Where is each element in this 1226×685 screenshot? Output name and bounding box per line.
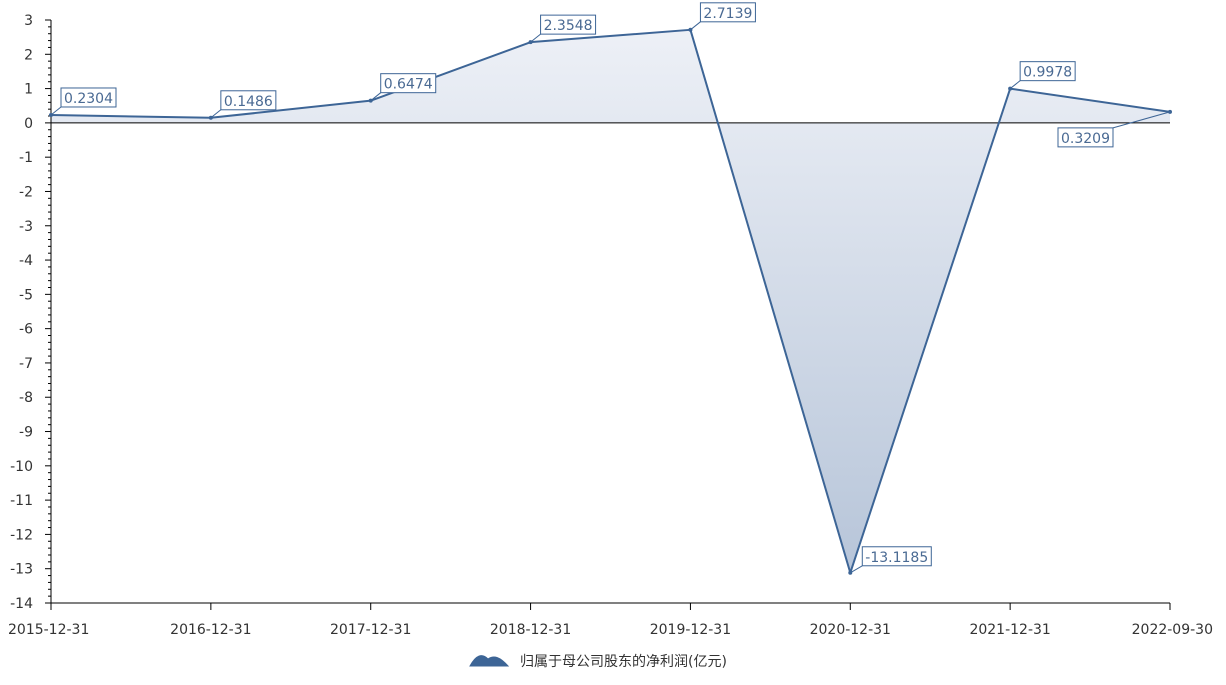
y-tick-label: -9	[19, 425, 33, 441]
data-label-box	[60, 87, 117, 108]
legend-area-icon	[469, 655, 510, 667]
data-label: 0.6474	[384, 77, 433, 93]
data-label-box	[1019, 61, 1076, 82]
data-label: 0.9978	[1023, 65, 1072, 81]
y-tick-label: -5	[19, 287, 33, 303]
y-tick-label: 0	[24, 116, 33, 132]
x-tick-label: 2016-12-31	[170, 622, 251, 638]
legend-label: 归属于母公司股东的净利润(亿元)	[520, 653, 727, 670]
y-tick-label: -10	[10, 459, 33, 475]
y-tick-label: -4	[19, 253, 33, 269]
x-tick-label: 2015-12-31	[8, 622, 89, 638]
y-tick-label: -11	[10, 493, 33, 509]
y-tick-label: -8	[19, 390, 33, 406]
axes-group: 3 2 1 0 -1 -2 -3 -4 -5 -6 -7 -8 -9 -10 -11 -12 -13 -14 201…	[8, 13, 1213, 638]
data-label-leader	[690, 21, 701, 31]
series-area	[51, 29, 1170, 573]
area-fill-group	[51, 29, 1170, 573]
y-tick-label: 3	[24, 13, 33, 29]
data-label-box	[861, 546, 932, 567]
data-label-leader	[850, 565, 863, 574]
data-label-leader	[1112, 111, 1171, 129]
data-label-box	[220, 90, 277, 111]
data-label-box	[540, 14, 597, 35]
y-tick-label: -13	[10, 562, 33, 578]
x-tick-label: 2018-12-31	[490, 622, 571, 638]
data-label: 2.7139	[703, 6, 752, 22]
data-label: 2.3548	[544, 18, 593, 34]
data-label-box	[699, 2, 756, 23]
y-tick-label: 2	[24, 47, 33, 63]
y-tick-label: -6	[19, 322, 33, 338]
data-label-leader	[50, 106, 62, 116]
series-line	[50, 28, 1171, 574]
data-label-box	[1057, 127, 1114, 148]
y-tick-label: -2	[19, 184, 33, 200]
data-label: -13.1185	[865, 550, 928, 566]
y-tick-label: -7	[19, 356, 33, 372]
y-tick-label: -1	[19, 150, 33, 166]
data-label-box	[380, 73, 437, 94]
legend[interactable]: 归属于母公司股东的净利润(亿元)	[469, 653, 727, 670]
data-label-leader	[370, 92, 382, 102]
y-tick-label: -3	[19, 219, 33, 235]
x-tick-label: 2022-09-30	[1132, 622, 1213, 638]
x-tick-label: 2020-12-31	[810, 622, 891, 638]
data-labels-group: 0.2304 0.1486 0.6474 2.3548 2.7139 -13.1185 0.…	[50, 2, 1171, 574]
x-tick-label: 2019-12-31	[650, 622, 731, 638]
x-tick-label: 2021-12-31	[969, 622, 1050, 638]
data-label: 0.2304	[64, 91, 113, 107]
data-label-leader	[1009, 80, 1021, 90]
x-tick-label: 2017-12-31	[330, 622, 411, 638]
data-label: 0.1486	[224, 94, 273, 110]
y-tick-label: -14	[10, 596, 33, 612]
y-tick-label: 1	[24, 82, 33, 98]
data-label-leader	[210, 109, 222, 119]
y-tick-label: -12	[10, 527, 33, 543]
data-label: 0.3209	[1061, 131, 1110, 147]
data-label-leader	[530, 33, 541, 43]
